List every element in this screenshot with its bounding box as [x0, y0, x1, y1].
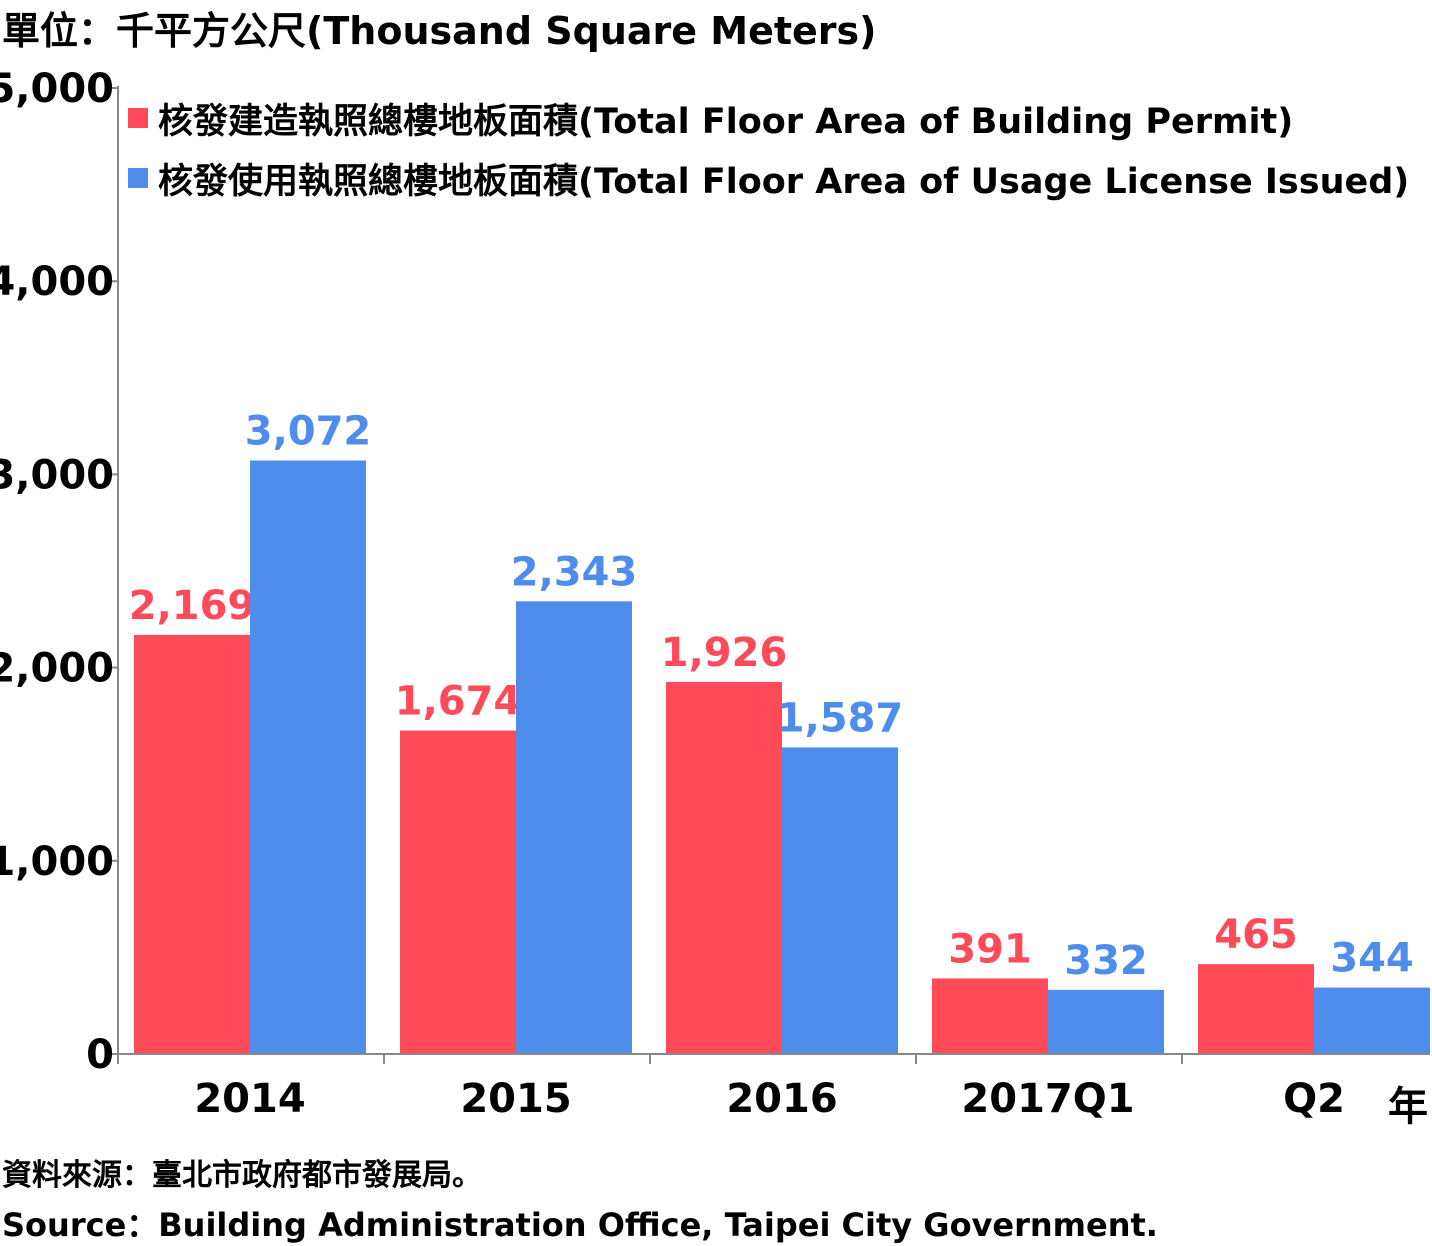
unit-label: 單位：千平方公尺(Thousand Square Meters)	[2, 9, 877, 53]
bar-permit	[666, 681, 782, 1054]
x-tick-label: 2014	[194, 1076, 305, 1122]
bar-license	[782, 747, 898, 1054]
y-tick-label: 0	[86, 1032, 114, 1078]
y-tick-label: 4,000	[0, 259, 114, 305]
data-label: 465	[1214, 912, 1298, 958]
legend-label-license: 核發使用執照總樓地板面積(Total Floor Area of Usage L…	[158, 161, 1410, 202]
bar-permit	[400, 730, 516, 1054]
bar-permit	[134, 634, 250, 1054]
data-label: 391	[948, 926, 1032, 972]
data-label: 1,926	[661, 630, 788, 676]
x-tick-label: 2015	[460, 1076, 571, 1122]
x-tick-label: Q2	[1283, 1076, 1345, 1122]
data-label: 332	[1064, 938, 1148, 984]
x-tick-label: 2017Q1	[961, 1076, 1134, 1122]
bar-license	[516, 601, 632, 1054]
y-tick-label: 1,000	[0, 839, 114, 885]
legend-swatch-license	[128, 168, 148, 188]
y-tick-label: 2,000	[0, 646, 114, 692]
bar-permit	[1198, 964, 1314, 1054]
y-tick-label: 5,000	[0, 66, 114, 112]
legend-label-permit: 核發建造執照總樓地板面積(Total Floor Area of Buildin…	[158, 101, 1294, 142]
legend-item-license: 核發使用執照總樓地板面積(Total Floor Area of Usage L…	[128, 158, 1409, 202]
x-tick-label: 2016	[726, 1076, 837, 1122]
bar-license	[1048, 989, 1164, 1054]
legend-item-permit: 核發建造執照總樓地板面積(Total Floor Area of Buildin…	[128, 98, 1409, 142]
data-label: 344	[1330, 936, 1414, 982]
bar-permit	[932, 978, 1048, 1054]
source-note-zh: 資料來源：臺北市政府都市發展局。	[2, 1158, 482, 1193]
data-label: 2,169	[129, 583, 256, 629]
x-axis-unit-label: 年	[1388, 1084, 1428, 1130]
source-note-en: Source：Building Administration Office, T…	[2, 1206, 1158, 1244]
bar-license	[1314, 987, 1430, 1054]
data-label: 3,072	[245, 408, 372, 454]
y-tick-label: 3,000	[0, 452, 114, 498]
data-label: 1,587	[777, 695, 904, 741]
data-label: 2,343	[511, 549, 638, 595]
bar-license	[250, 460, 366, 1054]
legend: 核發建造執照總樓地板面積(Total Floor Area of Buildin…	[128, 98, 1409, 218]
data-label: 1,674	[395, 679, 522, 725]
legend-swatch-permit	[128, 108, 148, 128]
